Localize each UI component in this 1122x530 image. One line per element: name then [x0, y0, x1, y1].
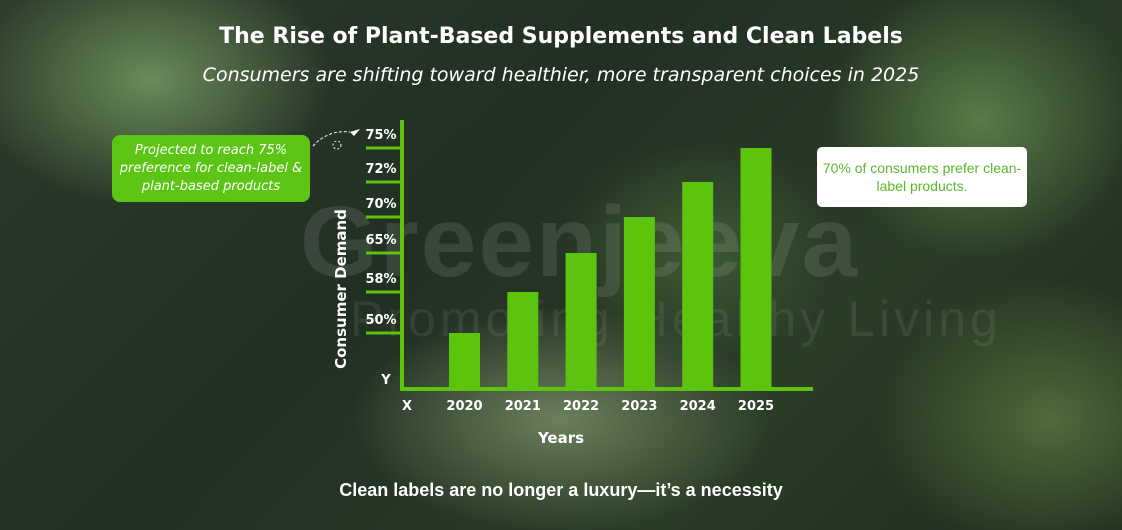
- callout-arrowhead-icon: [350, 129, 360, 136]
- y-tick-label: 65%: [365, 233, 396, 248]
- bar-2022: [565, 253, 597, 388]
- x-tick-label: 2025: [738, 399, 774, 414]
- y-tick-label: 50%: [365, 313, 396, 328]
- y-tick-label: 70%: [365, 197, 396, 212]
- y-axis-title: Consumer Demand: [332, 209, 350, 369]
- footer-tagline: Clean labels are no longer a luxury—it’s…: [339, 480, 783, 500]
- y-axis-marker: Y: [380, 373, 391, 388]
- y-tick-label: 58%: [365, 272, 396, 287]
- bar-2023: [623, 217, 655, 388]
- x-tick-label: 2022: [563, 399, 599, 414]
- stat-callout: 70% of consumers prefer clean-label prod…: [817, 147, 1027, 207]
- bar-2020: [449, 333, 480, 388]
- x-tick-label: 2024: [680, 399, 716, 414]
- bar-2024: [682, 182, 714, 388]
- bar-2025: [740, 148, 772, 388]
- stat-callout-text: 70% of consumers prefer clean-label prod…: [822, 160, 1022, 194]
- x-tick-label: 2020: [446, 399, 482, 414]
- projection-callout-text: Projected to reach 75% preference for cl…: [119, 142, 303, 194]
- callout-arrow-loop-icon: [332, 140, 342, 150]
- x-axis-title: Years: [537, 429, 584, 447]
- x-tick-label: 2021: [505, 399, 541, 414]
- page-title: The Rise of Plant-Based Supplements and …: [219, 24, 903, 49]
- projection-callout: Projected to reach 75% preference for cl…: [112, 135, 310, 202]
- y-tick-label: 72%: [365, 162, 396, 177]
- x-tick-label: 2023: [621, 399, 657, 414]
- callout-arrow-icon: [312, 131, 351, 147]
- x-axis-marker: X: [402, 399, 412, 414]
- page-subtitle: Consumers are shifting toward healthier,…: [202, 64, 920, 86]
- bar-2021: [507, 292, 539, 388]
- y-tick-label: 75%: [365, 128, 396, 143]
